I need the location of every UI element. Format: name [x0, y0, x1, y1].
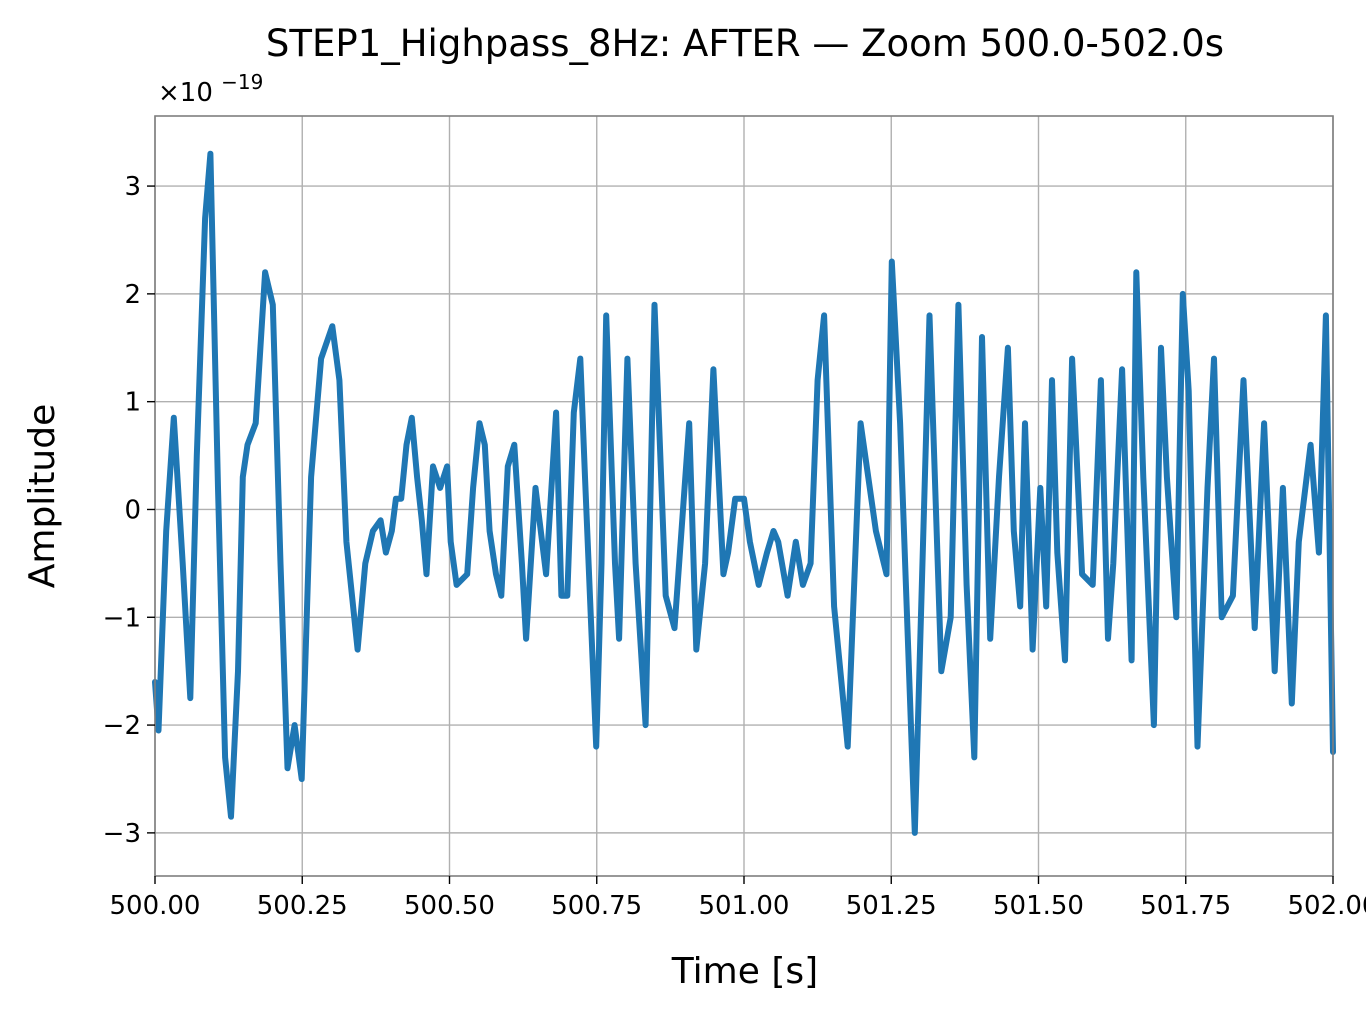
x-axis: 500.00 500.25 500.50 500.75 501.00 501.25 501.… — [110, 876, 1366, 921]
y-scale-offset-label: ×10 −19 — [158, 70, 263, 108]
x-tick-label: 501.50 — [993, 891, 1084, 921]
y-scale-exponent: −19 — [221, 70, 263, 94]
series-line — [152, 150, 1336, 836]
x-tick-label: 502.00 — [1288, 891, 1366, 921]
y-tick-label: 2 — [124, 280, 141, 310]
y-scale-multiplier: ×10 — [158, 78, 213, 108]
x-tick-label: 501.00 — [699, 891, 790, 921]
x-axis-label: Time [s] — [671, 951, 818, 992]
x-tick-label: 500.00 — [110, 891, 201, 921]
x-tick-label: 501.75 — [1140, 891, 1231, 921]
x-tick-label: 500.75 — [551, 891, 642, 921]
x-tick-label: 501.25 — [846, 891, 937, 921]
x-tick-label: 500.50 — [404, 891, 495, 921]
y-tick-label: 0 — [124, 495, 141, 525]
y-tick-label: 3 — [124, 172, 141, 202]
y-tick-label: −3 — [103, 819, 141, 849]
y-axis: −3 −2 −1 0 1 2 3 — [103, 172, 155, 849]
y-tick-label: 1 — [124, 388, 141, 418]
y-axis-label: Amplitude — [22, 404, 63, 588]
y-tick-label: −1 — [103, 603, 141, 633]
series-layer — [152, 150, 1336, 836]
y-tick-label: −2 — [103, 711, 141, 741]
chart-title: STEP1_Highpass_8Hz: AFTER — Zoom 500.0-5… — [266, 22, 1224, 65]
x-tick-label: 500.25 — [257, 891, 348, 921]
